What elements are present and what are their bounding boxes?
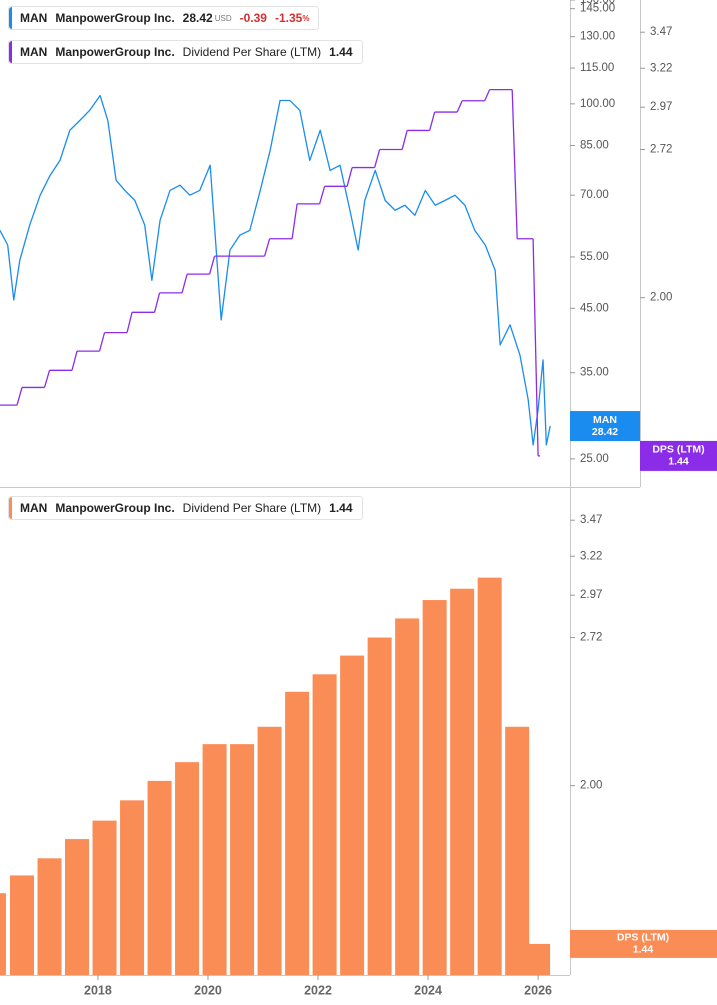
bar: [202, 744, 227, 975]
bar: [505, 726, 530, 975]
value-badge: [640, 440, 717, 471]
legend-color: [9, 497, 12, 519]
y-tick-label: 2.72: [580, 632, 602, 644]
badge-label: DPS (LTM): [652, 444, 704, 456]
y-tick-label: 2.97: [580, 589, 602, 601]
bar: [477, 577, 502, 975]
y-tick-label: 150.00: [580, 0, 615, 6]
y-tick-label: 3.22: [580, 550, 602, 562]
bar: [65, 839, 90, 975]
legend-change: -0.39: [239, 11, 267, 25]
y-tick-label: 45.00: [580, 302, 609, 314]
y-tick-label: 2.00: [580, 780, 602, 792]
y-tick-label: 115.00: [580, 62, 614, 74]
legend-name: Dividend Per Share (LTM): [182, 501, 322, 515]
bar: [10, 875, 35, 975]
badge-value: 28.42: [592, 426, 618, 438]
legend-change-pct: -1.35: [274, 11, 303, 25]
price-line: [0, 94, 551, 446]
bar: [37, 858, 62, 975]
value-badge: [570, 929, 717, 958]
bar: [526, 943, 551, 975]
y-tick-label: 2.72: [650, 144, 672, 156]
bar: [120, 800, 145, 975]
bar: [147, 780, 172, 975]
legend-value: 28.42: [182, 11, 213, 25]
y-tick-label: 2.97: [650, 101, 672, 113]
legend-ticker: MAN: [20, 45, 48, 59]
legend-color: [9, 41, 12, 63]
legend: MAN ManpowerGroup Inc. Dividend Per Share …: [8, 40, 363, 64]
legend-value: 1.44: [329, 501, 353, 515]
x-tick-label: 2026: [524, 983, 552, 997]
x-tick-label: 2018: [84, 983, 112, 997]
y-tick-label: 85.00: [580, 139, 609, 151]
y-tick-label: 145.00: [580, 3, 615, 15]
legend-ticker: MAN: [20, 11, 48, 25]
y-tick-label: 130.00: [580, 31, 615, 43]
y-tick-label: 35.00: [580, 367, 609, 379]
step-riser: [16, 89, 539, 456]
legend: MAN ManpowerGroup Inc. Dividend Per Share …: [8, 496, 363, 520]
bar: [0, 893, 6, 975]
bar: [340, 655, 365, 975]
y-tick-label: 3.47: [650, 26, 672, 38]
y-tick-label: 25.00: [580, 453, 609, 465]
legend-name: ManpowerGroup Inc.: [55, 11, 175, 25]
y-tick-label: 3.47: [580, 514, 602, 526]
badge-label: DPS (LTM): [617, 932, 669, 944]
y-tick-label: 2.00: [650, 292, 672, 304]
bar: [230, 744, 255, 975]
badge-value: 1.44: [668, 456, 689, 468]
legend-company: ManpowerGroup Inc.: [55, 45, 175, 59]
bar: [395, 618, 420, 975]
y-tick-label: 55.00: [580, 251, 609, 263]
y-tick-label: 100.00: [580, 98, 615, 110]
legend-ticker: MAN: [20, 501, 48, 515]
legend-currency: USD: [214, 14, 232, 23]
legend: MAN ManpowerGroup Inc. 28.42 USD -0.39 -1.35%: [8, 6, 320, 30]
y-tick-label: 70.00: [580, 189, 609, 201]
legend-value: 1.44: [329, 45, 353, 59]
y-tick-label: 3.22: [650, 62, 672, 74]
bar: [367, 637, 392, 975]
bar: [257, 726, 282, 975]
x-tick-label: 2022: [304, 983, 332, 997]
legend-color: [9, 7, 12, 29]
legend-company: ManpowerGroup Inc.: [55, 501, 175, 515]
bar: [422, 600, 447, 975]
bar: [175, 762, 200, 975]
x-tick-label: 2020: [194, 983, 222, 997]
plot-area: [0, 89, 551, 457]
legend-name: Dividend Per Share (LTM): [182, 45, 322, 59]
bar: [92, 820, 117, 975]
legend-pct-sign: %: [302, 14, 310, 23]
x-tick-label: 2024: [414, 983, 442, 997]
bar: [450, 588, 475, 975]
plot-area: [0, 577, 551, 975]
badge-value: 1.44: [633, 944, 654, 956]
bar: [285, 691, 310, 975]
badge-label: MAN: [593, 414, 617, 426]
value-badge: [570, 411, 640, 442]
bar: [312, 674, 337, 975]
